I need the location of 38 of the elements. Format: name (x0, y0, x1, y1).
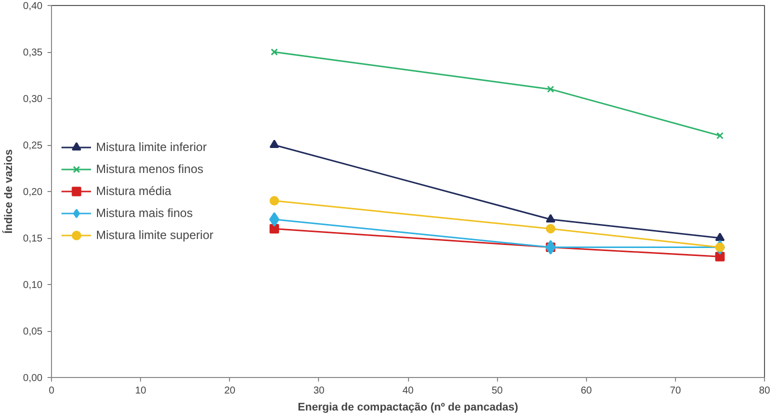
x-tick-label: 20 (224, 386, 236, 396)
y-tick-label: 0,20 (23, 187, 43, 198)
legend-label: Mistura limite superior (96, 228, 214, 242)
y-tick-label: 0,25 (23, 140, 43, 152)
x-tick-label: 0 (48, 386, 55, 396)
y-tick-label: 0,10 (23, 280, 43, 291)
x-tick-label: 80 (758, 386, 770, 396)
legend-label: Mistura menos finos (96, 162, 204, 176)
point (546, 240, 556, 255)
point (270, 224, 280, 234)
y-tick-label: 0,05 (23, 326, 43, 338)
y-tick-label: 0,00 (23, 373, 43, 384)
y-tick-label: 0,15 (23, 234, 43, 244)
point (716, 132, 724, 140)
legend-label: Mistura mais finos (96, 206, 193, 220)
point (715, 232, 725, 242)
x-tick-label: 50 (492, 386, 504, 396)
x-tick-label: 30 (313, 386, 325, 396)
x-tick-label: 60 (580, 386, 592, 396)
point (270, 196, 280, 206)
y-tick-label: 0,30 (23, 94, 43, 105)
point (270, 140, 280, 148)
point (715, 242, 725, 252)
y-tick-label: 0,40 (23, 1, 43, 12)
point (270, 48, 278, 56)
point (546, 224, 556, 234)
point (715, 252, 725, 262)
x-tick-label: 10 (135, 386, 147, 396)
legend-label: Mistura média (96, 184, 172, 198)
x-axis-title: Energia de compactação (nº de pancadas) (298, 402, 519, 414)
point (546, 214, 556, 222)
legend-label: Mistura limite inferior (96, 140, 207, 154)
x-tick-label: 70 (670, 386, 682, 396)
point (269, 212, 280, 227)
y-axis-title: Índice de vazios (2, 149, 16, 234)
point (547, 86, 554, 93)
y-tick-label: 0,35 (23, 48, 43, 58)
x-tick-label: 40 (402, 386, 414, 396)
